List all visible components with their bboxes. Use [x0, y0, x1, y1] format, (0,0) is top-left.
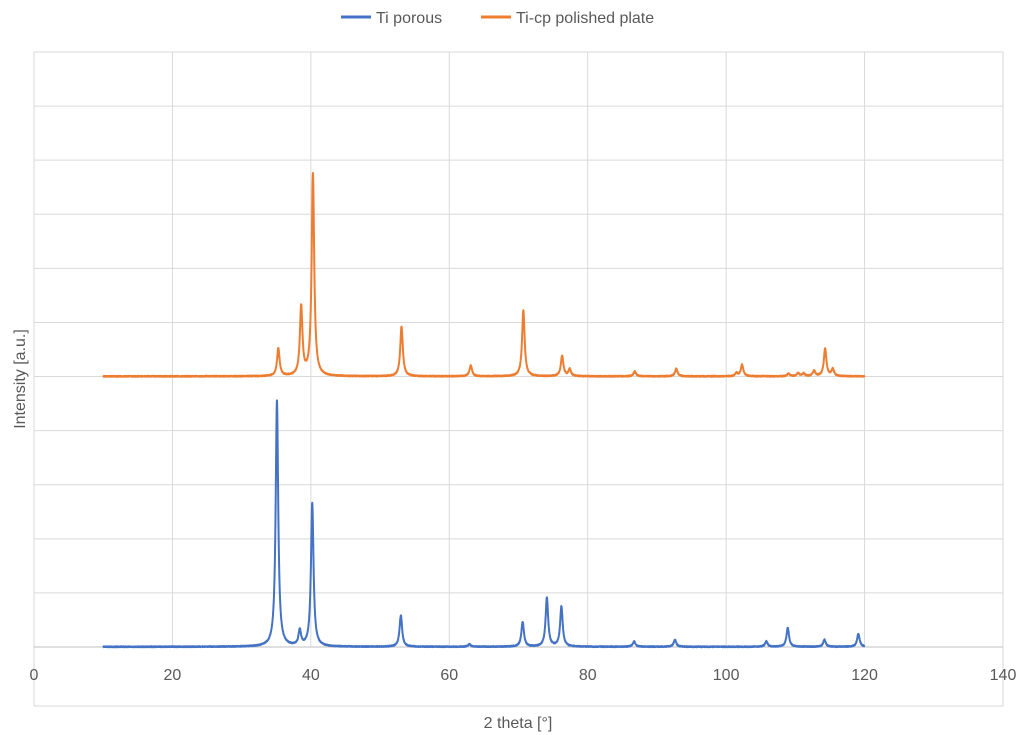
- x-tick-label: 120: [851, 667, 878, 684]
- x-tick-label: 140: [990, 667, 1017, 684]
- x-tick-label: 0: [30, 667, 39, 684]
- legend-item-ti-cp-polished-plate[interactable]: Ti-cp polished plate: [481, 10, 654, 27]
- legend: Ti porous Ti-cp polished plate: [341, 10, 654, 27]
- plot-area-border: [33, 51, 1004, 707]
- series-line-ti-porous: [102, 399, 866, 649]
- x-tick-label: 80: [579, 667, 597, 684]
- x-axis-title: 2 theta [°]: [484, 715, 553, 732]
- x-tick-label: 60: [440, 667, 458, 684]
- series-lines: [102, 171, 866, 649]
- legend-label-ti-porous: Ti porous: [376, 10, 442, 27]
- series-line-ti-cp-polished-plate: [102, 171, 866, 378]
- y-axis-title: Intensity [a.u.]: [12, 329, 29, 429]
- legend-item-ti-porous[interactable]: Ti porous: [341, 10, 442, 27]
- grid-lines: [34, 51, 1004, 648]
- x-tick-label: 20: [164, 667, 182, 684]
- x-tick-label: 40: [302, 667, 320, 684]
- legend-label-ti-cp-polished-plate: Ti-cp polished plate: [516, 10, 654, 27]
- x-tick-label: 100: [713, 667, 740, 684]
- x-tick-labels: 0 20 40 60 80 100 120 140: [30, 667, 1017, 684]
